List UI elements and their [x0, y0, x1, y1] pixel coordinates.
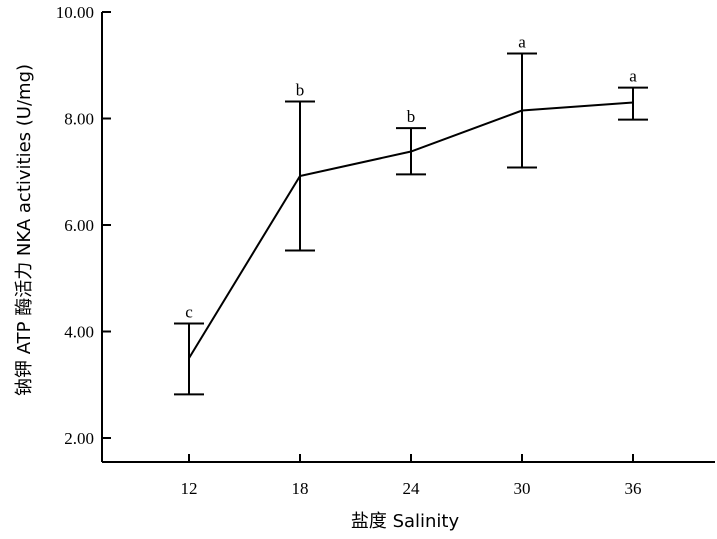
significance-label: b — [407, 107, 416, 126]
x-axis: 12 18 24 30 36 — [102, 454, 715, 498]
y-axis: 2.00 4.00 6.00 8.00 10.00 — [56, 3, 111, 462]
x-tick-label: 18 — [292, 479, 309, 498]
x-tick-label: 36 — [625, 479, 642, 498]
significance-label: a — [629, 67, 637, 86]
y-axis-title: 钠钾 ATP 酶活力 NKA activities (U/mg) — [14, 64, 35, 396]
x-tick-label: 30 — [514, 479, 531, 498]
y-tick-label: 10.00 — [56, 3, 94, 22]
y-tick-label: 8.00 — [64, 110, 94, 129]
x-tick-label: 12 — [181, 479, 198, 498]
y-tick-label: 4.00 — [64, 323, 94, 342]
x-tick-label: 24 — [403, 479, 421, 498]
y-tick-label: 2.00 — [64, 429, 94, 448]
significance-label: c — [185, 303, 193, 322]
x-axis-title: 盐度 Salinity — [351, 511, 460, 532]
significance-label: a — [518, 33, 526, 52]
y-tick-label: 6.00 — [64, 216, 94, 235]
plot-area: c b b a a — [174, 33, 648, 396]
significance-label: b — [296, 80, 305, 99]
